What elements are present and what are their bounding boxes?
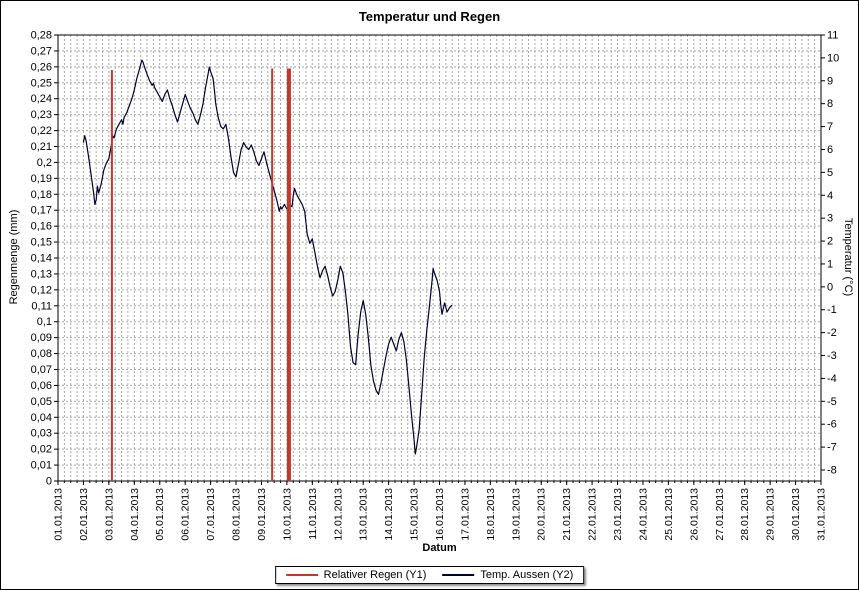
svg-text:5: 5 xyxy=(827,167,833,179)
svg-text:0,2: 0,2 xyxy=(37,157,52,169)
svg-text:-8: -8 xyxy=(827,465,837,477)
legend-label-temp: Temp. Aussen (Y2) xyxy=(480,569,574,581)
legend-swatch-rain-line xyxy=(285,574,318,576)
svg-text:29.01.2013: 29.01.2013 xyxy=(765,488,777,541)
svg-text:0,18: 0,18 xyxy=(31,189,52,201)
svg-text:-2: -2 xyxy=(827,327,837,339)
legend-label-rain: Relativer Regen (Y1) xyxy=(323,569,427,581)
svg-text:06.01.2013: 06.01.2013 xyxy=(180,488,192,541)
svg-text:0,02: 0,02 xyxy=(31,444,52,456)
svg-text:-5: -5 xyxy=(827,396,837,408)
svg-text:18.01.2013: 18.01.2013 xyxy=(485,488,497,541)
svg-text:3: 3 xyxy=(827,213,833,225)
svg-text:0,12: 0,12 xyxy=(31,284,52,296)
svg-text:28.01.2013: 28.01.2013 xyxy=(739,488,751,541)
svg-text:0,17: 0,17 xyxy=(31,205,52,217)
chart-title: Temperatur und Regen xyxy=(358,9,501,24)
svg-text:0,24: 0,24 xyxy=(31,93,52,105)
svg-text:0,05: 0,05 xyxy=(31,396,52,408)
svg-text:-4: -4 xyxy=(827,373,837,385)
svg-text:0,01: 0,01 xyxy=(31,460,52,472)
svg-text:19.01.2013: 19.01.2013 xyxy=(510,488,522,541)
svg-text:0,26: 0,26 xyxy=(31,61,52,73)
y2-axis-title: Temperatur (°C) xyxy=(842,217,854,297)
svg-text:15.01.2013: 15.01.2013 xyxy=(409,488,421,541)
svg-text:27.01.2013: 27.01.2013 xyxy=(714,488,726,541)
svg-text:21.01.2013: 21.01.2013 xyxy=(561,488,573,541)
svg-text:04.01.2013: 04.01.2013 xyxy=(129,488,141,541)
svg-text:0: 0 xyxy=(46,476,52,488)
svg-text:2: 2 xyxy=(827,236,833,248)
svg-text:0,28: 0,28 xyxy=(31,30,52,42)
svg-text:0,08: 0,08 xyxy=(31,348,52,360)
svg-text:11: 11 xyxy=(827,30,838,42)
svg-text:0,03: 0,03 xyxy=(31,428,52,440)
svg-text:09.01.2013: 09.01.2013 xyxy=(256,488,268,541)
svg-text:0,11: 0,11 xyxy=(31,300,52,312)
svg-text:-7: -7 xyxy=(827,442,837,454)
svg-text:-1: -1 xyxy=(827,304,837,316)
svg-text:11.01.2013: 11.01.2013 xyxy=(307,488,319,540)
svg-text:4: 4 xyxy=(827,190,833,202)
y1-axis-title: Regenmenge (mm) xyxy=(8,209,20,305)
svg-text:13.01.2013: 13.01.2013 xyxy=(358,488,370,541)
svg-text:6: 6 xyxy=(827,144,833,156)
svg-text:0,14: 0,14 xyxy=(31,253,52,265)
svg-text:20.01.2013: 20.01.2013 xyxy=(536,488,548,541)
legend-swatch-temp-line xyxy=(442,574,475,576)
svg-text:02.01.2013: 02.01.2013 xyxy=(78,488,90,541)
svg-text:17.01.2013: 17.01.2013 xyxy=(459,488,471,541)
svg-text:0,15: 0,15 xyxy=(31,237,52,249)
svg-text:0,06: 0,06 xyxy=(31,380,52,392)
svg-text:26.01.2013: 26.01.2013 xyxy=(688,488,700,541)
svg-text:0,07: 0,07 xyxy=(31,364,52,376)
svg-text:10: 10 xyxy=(827,52,839,64)
svg-text:24.01.2013: 24.01.2013 xyxy=(637,488,649,541)
x-axis-title: Datum xyxy=(422,542,457,554)
svg-text:12.01.2013: 12.01.2013 xyxy=(332,488,344,541)
svg-text:10.01.2013: 10.01.2013 xyxy=(281,488,293,541)
legend-item-rain: Relativer Regen (Y1) xyxy=(285,569,427,581)
svg-text:31.01.2013: 31.01.2013 xyxy=(816,488,828,541)
svg-text:30.01.2013: 30.01.2013 xyxy=(790,488,802,541)
svg-text:0,22: 0,22 xyxy=(31,125,52,137)
svg-text:0,13: 0,13 xyxy=(31,268,52,280)
svg-text:7: 7 xyxy=(827,121,833,133)
svg-text:0,25: 0,25 xyxy=(31,77,52,89)
legend-item-temp: Temp. Aussen (Y2) xyxy=(442,569,573,581)
svg-text:0,19: 0,19 xyxy=(31,173,52,185)
svg-text:16.01.2013: 16.01.2013 xyxy=(434,488,446,541)
svg-text:05.01.2013: 05.01.2013 xyxy=(154,488,166,541)
svg-text:0,04: 0,04 xyxy=(31,412,52,424)
svg-text:0,23: 0,23 xyxy=(31,109,52,121)
svg-text:03.01.2013: 03.01.2013 xyxy=(103,488,115,541)
svg-text:0,21: 0,21 xyxy=(31,141,52,153)
svg-text:9: 9 xyxy=(827,75,833,87)
svg-text:0,09: 0,09 xyxy=(31,332,52,344)
svg-text:0,16: 0,16 xyxy=(31,221,52,233)
svg-text:07.01.2013: 07.01.2013 xyxy=(205,488,217,541)
svg-text:08.01.2013: 08.01.2013 xyxy=(231,488,243,541)
svg-text:01.01.2013: 01.01.2013 xyxy=(53,488,65,541)
svg-text:0,1: 0,1 xyxy=(37,316,52,328)
svg-text:8: 8 xyxy=(827,98,833,110)
svg-text:25.01.2013: 25.01.2013 xyxy=(663,488,675,541)
svg-text:0,27: 0,27 xyxy=(31,45,52,57)
svg-text:23.01.2013: 23.01.2013 xyxy=(612,488,624,541)
svg-text:14.01.2013: 14.01.2013 xyxy=(383,488,395,541)
svg-text:-6: -6 xyxy=(827,419,837,431)
svg-text:22.01.2013: 22.01.2013 xyxy=(587,488,599,541)
legend: Relativer Regen (Y1) Temp. Aussen (Y2) xyxy=(274,566,585,584)
svg-text:1: 1 xyxy=(827,258,833,270)
svg-text:0: 0 xyxy=(827,281,833,293)
svg-text:-3: -3 xyxy=(827,350,837,362)
